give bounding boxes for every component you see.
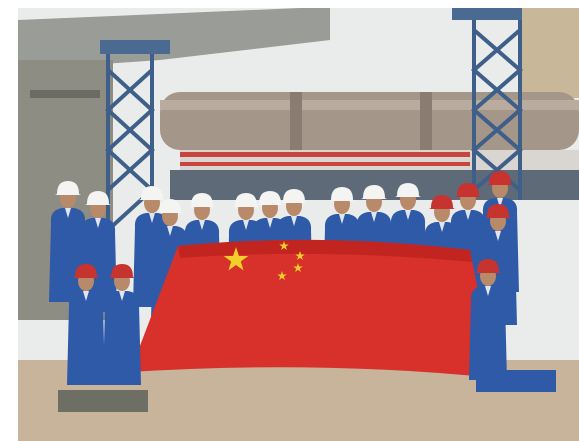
railing-stripe xyxy=(180,162,470,166)
kiln-highlight xyxy=(160,100,579,110)
flag-fold xyxy=(178,239,472,262)
flag xyxy=(130,239,495,378)
tower-cap xyxy=(452,8,522,20)
kiln-ring xyxy=(420,92,432,150)
ledge xyxy=(30,90,100,98)
tower-cap xyxy=(100,40,170,54)
right-tower xyxy=(470,14,524,200)
kiln-ring xyxy=(290,92,302,150)
right-building xyxy=(520,8,579,98)
railing-stripe xyxy=(180,152,470,157)
upper-pipe xyxy=(18,8,330,70)
trousers xyxy=(58,390,148,412)
left-tower xyxy=(105,50,155,232)
trousers xyxy=(476,370,556,392)
